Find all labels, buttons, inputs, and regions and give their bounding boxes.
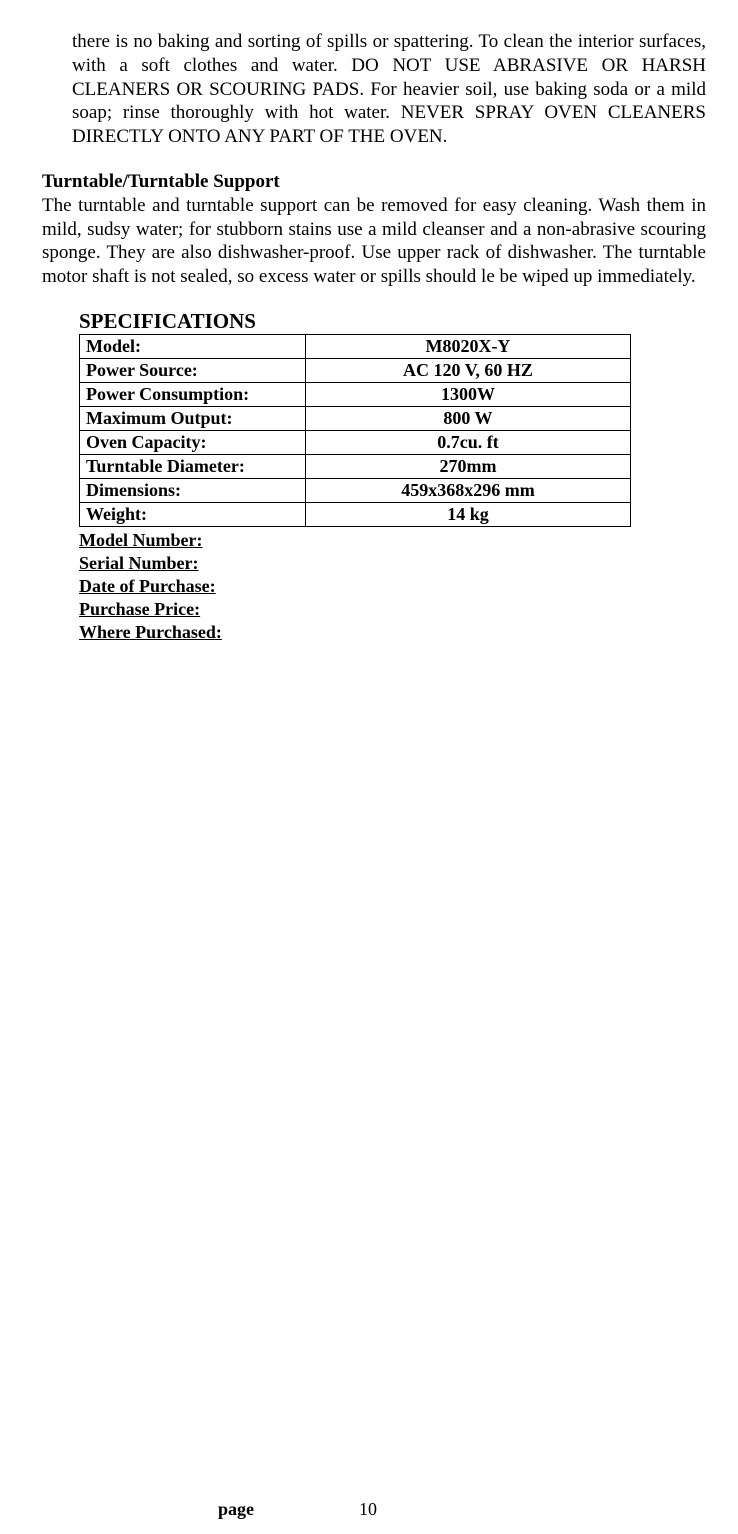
record-field: Purchase Price: [79, 598, 631, 621]
table-row: Maximum Output:800 W [80, 406, 631, 430]
cleaning-paragraph: there is no baking and sorting of spills… [72, 30, 706, 149]
spec-value: 800 W [305, 406, 630, 430]
table-row: Weight:14 kg [80, 502, 631, 526]
spec-value: 14 kg [305, 502, 630, 526]
spec-label: Model: [80, 334, 306, 358]
spec-label: Power Source: [80, 358, 306, 382]
spec-label: Dimensions: [80, 478, 306, 502]
spec-value: AC 120 V, 60 HZ [305, 358, 630, 382]
spec-value: 270mm [305, 454, 630, 478]
record-fields: Model Number:Serial Number:Date of Purch… [79, 529, 631, 644]
record-field: Date of Purchase: [79, 575, 631, 598]
table-row: Dimensions:459x368x296 mm [80, 478, 631, 502]
record-field: Where Purchased: [79, 621, 631, 644]
specifications-table: Model:M8020X-YPower Source:AC 120 V, 60 … [79, 334, 631, 527]
turntable-paragraph: The turntable and turntable support can … [42, 194, 706, 289]
spec-label: Oven Capacity: [80, 430, 306, 454]
spec-value: 459x368x296 mm [305, 478, 630, 502]
record-field: Serial Number: [79, 552, 631, 575]
spec-value: M8020X-Y [305, 334, 630, 358]
table-row: Model:M8020X-Y [80, 334, 631, 358]
spec-label: Maximum Output: [80, 406, 306, 430]
table-row: Oven Capacity:0.7cu. ft [80, 430, 631, 454]
footer-page-label: page [218, 1499, 254, 1520]
table-row: Power Consumption:1300W [80, 382, 631, 406]
table-row: Turntable Diameter:270mm [80, 454, 631, 478]
page-footer: page 10 [0, 1499, 738, 1520]
turntable-heading: Turntable/Turntable Support [42, 171, 706, 193]
footer-page-number: 10 [359, 1499, 377, 1520]
spec-value: 0.7cu. ft [305, 430, 630, 454]
specifications-title: SPECIFICATIONS [79, 309, 631, 334]
table-row: Power Source:AC 120 V, 60 HZ [80, 358, 631, 382]
spec-value: 1300W [305, 382, 630, 406]
spec-label: Power Consumption: [80, 382, 306, 406]
specifications-section: SPECIFICATIONS Model:M8020X-YPower Sourc… [79, 309, 631, 644]
record-field: Model Number: [79, 529, 631, 552]
spec-label: Weight: [80, 502, 306, 526]
spec-label: Turntable Diameter: [80, 454, 306, 478]
